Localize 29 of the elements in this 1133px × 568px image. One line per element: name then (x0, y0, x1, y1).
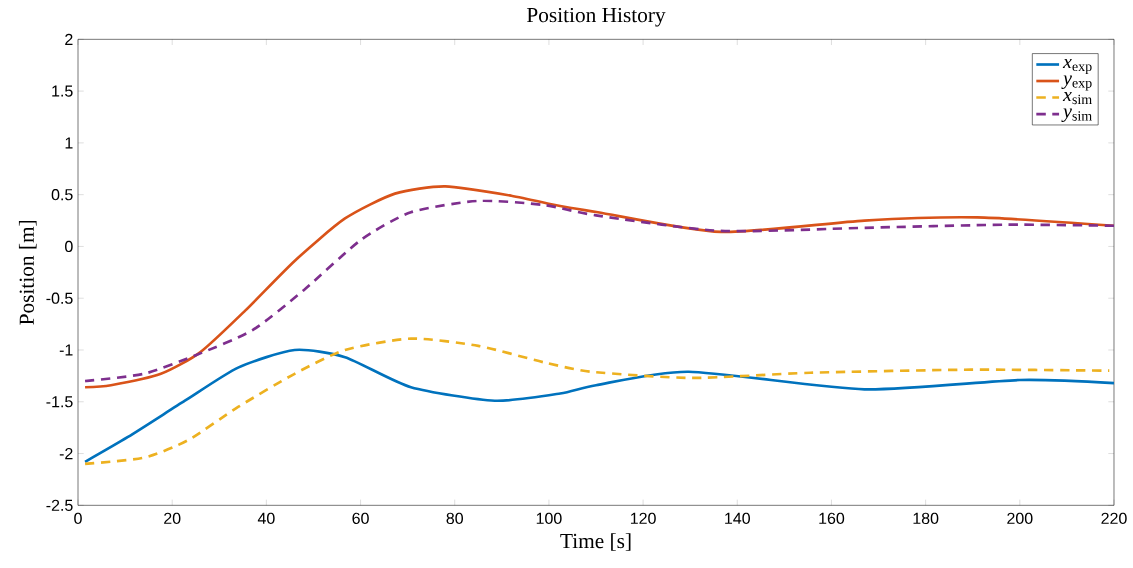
legend-label: y$_{exp}$ (1061, 75, 1092, 91)
legend-label: x$_{sim}$ (1062, 91, 1092, 105)
y-tick-label: -0.5 (46, 292, 73, 304)
y-axis-title: Position [m] (18, 220, 37, 325)
y-tick-label: 1 (65, 137, 73, 149)
x-tick-label: 200 (1007, 512, 1033, 525)
x-tick-label: 160 (819, 512, 845, 525)
x-tick-label: 80 (446, 512, 464, 525)
x-tick-label: 40 (257, 512, 275, 525)
y-tick-label: -2.5 (46, 499, 73, 511)
x-tick-label: 140 (725, 512, 750, 525)
chart-title: Position History (526, 7, 666, 27)
y-tick-label: -1.5 (46, 396, 73, 408)
y-tick-label: -2 (59, 447, 73, 460)
x-tick-label: 100 (536, 512, 562, 525)
legend-label: y$_{sim}$ (1061, 108, 1092, 122)
y-tick-label: 1.5 (52, 85, 73, 97)
y-tick-label: 0 (65, 240, 73, 253)
x-tick-label: 0 (74, 512, 82, 525)
y-tick-label: 0.5 (51, 189, 73, 201)
x-tick-label: 180 (913, 512, 939, 525)
legend-label: x$_{exp}$ (1062, 58, 1092, 74)
x-tick-label: 60 (352, 512, 369, 525)
y-tick-label: -1 (59, 344, 73, 356)
x-tick-label: 220 (1101, 512, 1127, 525)
y-tick-label: 2 (65, 33, 73, 45)
x-axis-title: Time [s] (560, 533, 631, 551)
x-tick-label: 20 (164, 512, 181, 525)
x-tick-label: 120 (630, 512, 656, 525)
